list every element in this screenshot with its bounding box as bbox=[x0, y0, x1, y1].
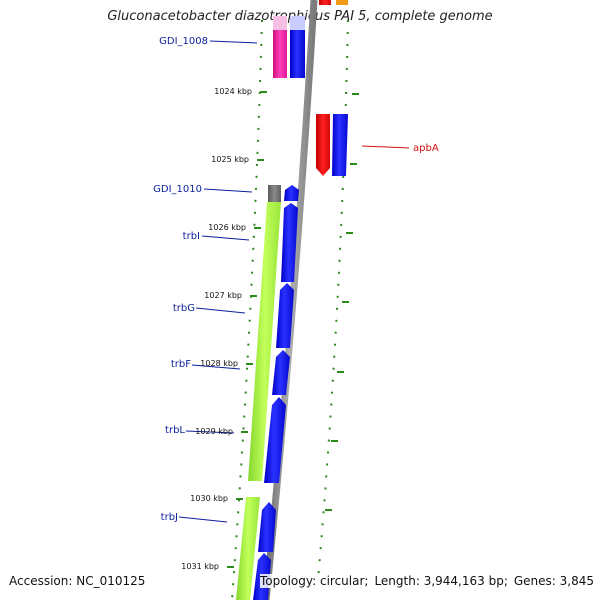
gene-blue-1010 bbox=[284, 185, 299, 201]
gene-blue-trbj bbox=[258, 502, 276, 552]
gene-fragment-orange bbox=[336, 0, 348, 5]
tick-label-1030: 1030 kbp bbox=[190, 494, 228, 503]
tick-label-1029: 1029 kbp bbox=[195, 427, 233, 436]
leader-trbj bbox=[178, 516, 228, 523]
gene-gdi1008 bbox=[273, 30, 287, 78]
tick-label-1027: 1027 kbp bbox=[204, 291, 242, 300]
scale-ring-right bbox=[317, 19, 349, 581]
tick-label-1025: 1025 kbp bbox=[211, 155, 249, 164]
label-trbl[interactable]: trbL bbox=[165, 425, 185, 436]
gene-fragment-red bbox=[319, 0, 331, 5]
gene-blue-trbi bbox=[281, 203, 298, 282]
gene-blue-trbl bbox=[264, 397, 286, 483]
tick-label-1028: 1028 kbp bbox=[200, 359, 238, 368]
gene-blue-apba bbox=[332, 114, 348, 176]
label-trbj[interactable]: trbJ bbox=[161, 512, 178, 523]
accession-text: Accession: NC_010125 bbox=[9, 574, 146, 588]
leader-trbf bbox=[191, 364, 241, 370]
gene-blue-trbf bbox=[272, 350, 290, 395]
leader-trbl bbox=[185, 430, 235, 434]
genome-stats: Topology: circular; Length: 3,944,163 bp;… bbox=[260, 574, 600, 588]
label-trbi[interactable]: trbI bbox=[183, 231, 200, 242]
tick-label-1024: 1024 kbp bbox=[214, 87, 252, 96]
gene-apba bbox=[316, 114, 330, 176]
label-apba[interactable]: apbA bbox=[413, 143, 439, 154]
leader-gdi1008 bbox=[209, 40, 258, 44]
label-gdi1008[interactable]: GDI_1008 bbox=[159, 36, 208, 47]
topology-text: Topology: circular; bbox=[260, 574, 369, 588]
leader-trbg bbox=[195, 307, 246, 314]
leader-gdi1010 bbox=[203, 188, 253, 193]
label-trbg[interactable]: trbG bbox=[173, 303, 195, 314]
gene-green-trb bbox=[248, 202, 281, 481]
label-gdi1010[interactable]: GDI_1010 bbox=[153, 184, 202, 195]
leader-trbi bbox=[201, 235, 250, 241]
gene-blue-1008 bbox=[290, 30, 305, 78]
gene-pink-light bbox=[273, 16, 287, 32]
genes-count-text: Genes: 3,845 bbox=[513, 574, 595, 588]
leader-apba bbox=[361, 145, 410, 149]
length-text: Length: 3,944,163 bp; bbox=[374, 574, 508, 588]
gene-gdi1010 bbox=[268, 185, 281, 202]
gene-green-trbj bbox=[236, 497, 260, 600]
tick-label-1026: 1026 kbp bbox=[208, 223, 246, 232]
gene-blue-trbg bbox=[276, 283, 294, 348]
tick-label-1031: 1031 kbp bbox=[181, 562, 219, 571]
gene-blue-light bbox=[290, 16, 305, 32]
label-trbf[interactable]: trbF bbox=[171, 359, 191, 370]
